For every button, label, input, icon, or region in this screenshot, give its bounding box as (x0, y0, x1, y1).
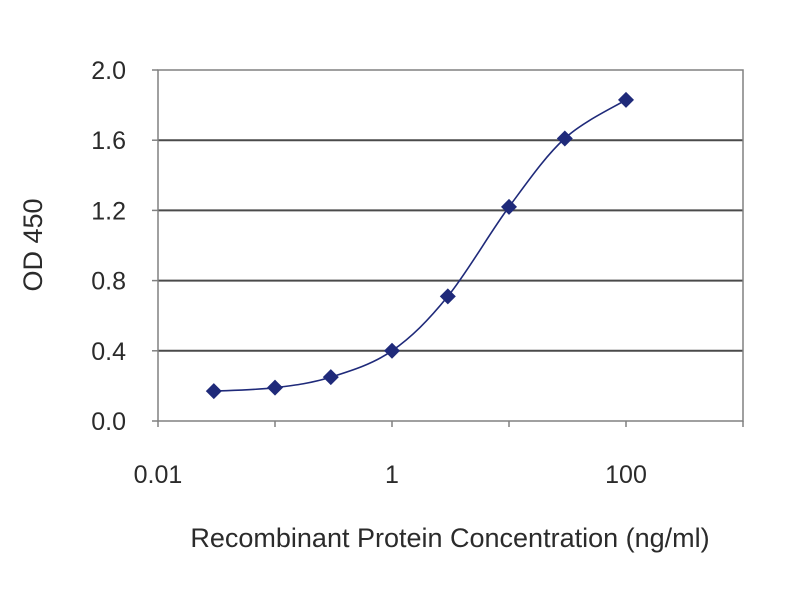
x-tick-label: 0.01 (134, 461, 183, 489)
grid-lines (158, 139, 743, 352)
x-tick-label: 100 (605, 461, 647, 489)
data-points (205, 91, 634, 400)
data-point (384, 342, 400, 359)
data-point (618, 91, 634, 108)
y-axis-title: OD 450 (18, 198, 48, 291)
y-tick-label: 1.6 (91, 127, 126, 155)
fit-curve (213, 99, 627, 392)
data-point (205, 383, 222, 400)
x-axis-title: Recombinant Protein Concentration (ng/ml… (190, 523, 709, 553)
x-axis: 0.01 1 100 (134, 421, 744, 489)
y-tick-label: 0.4 (91, 338, 126, 366)
y-tick-label: 0.8 (91, 268, 126, 296)
y-tick-label: 1.2 (91, 197, 126, 225)
y-tick-label: 2.0 (91, 57, 126, 85)
data-point (322, 369, 339, 386)
data-point (556, 130, 573, 147)
y-tick-label: 0.0 (91, 408, 126, 436)
x-tick-label: 1 (385, 461, 399, 489)
y-axis: 0.0 0.4 0.8 1.2 1.6 2.0 (91, 57, 158, 436)
plot-area (157, 69, 744, 422)
data-point (501, 198, 517, 215)
data-point (439, 288, 456, 305)
data-point (267, 379, 283, 396)
